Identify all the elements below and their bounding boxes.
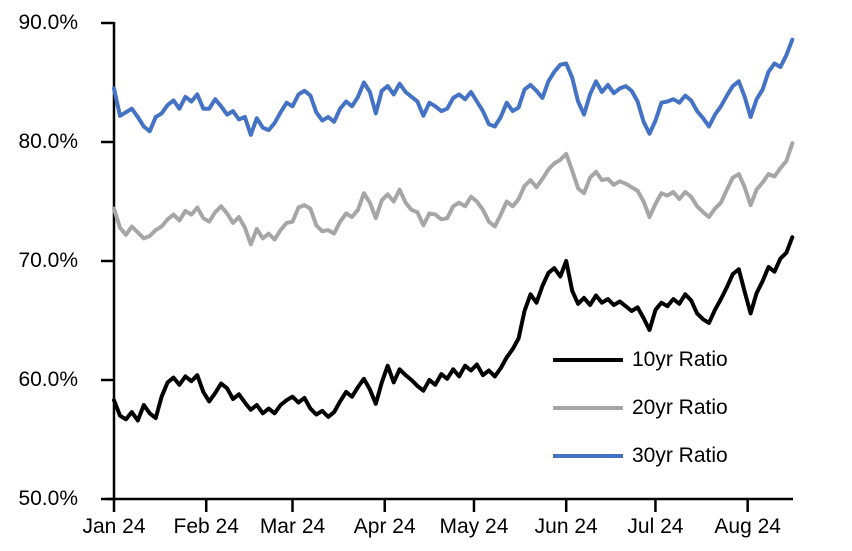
chart-legend: 10yr Ratio 20yr Ratio 30yr Ratio (553, 347, 728, 491)
y-tick-label: 80.0% (18, 130, 78, 153)
x-tick-label: Jun 24 (534, 515, 598, 538)
legend-line-swatch-10yr (553, 358, 623, 362)
legend-label-30yr: 30yr Ratio (632, 444, 728, 467)
x-tick-label: Jan 24 (82, 515, 146, 538)
y-tick-label: 90.0% (18, 11, 78, 34)
y-tick-label: 70.0% (18, 249, 78, 272)
legend-item-30yr: 30yr Ratio (553, 443, 728, 469)
legend-line-swatch-20yr (553, 406, 623, 410)
x-tick-label: Jul 24 (627, 515, 684, 538)
x-tick-label: Mar 24 (259, 515, 326, 538)
x-tick-label: Feb 24 (173, 515, 239, 538)
legend-label-20yr: 20yr Ratio (632, 396, 728, 419)
legend-item-10yr: 10yr Ratio (553, 347, 728, 373)
legend-item-20yr: 20yr Ratio (553, 395, 728, 421)
legend-line-swatch-30yr (553, 454, 623, 458)
y-tick-label: 60.0% (18, 368, 78, 391)
x-tick-label: Apr 24 (353, 515, 416, 538)
x-tick-label: May 24 (439, 515, 509, 538)
legend-label-10yr: 10yr Ratio (632, 348, 728, 371)
y-tick-label: 50.0% (18, 487, 78, 510)
x-tick-label: Aug 24 (714, 515, 781, 538)
